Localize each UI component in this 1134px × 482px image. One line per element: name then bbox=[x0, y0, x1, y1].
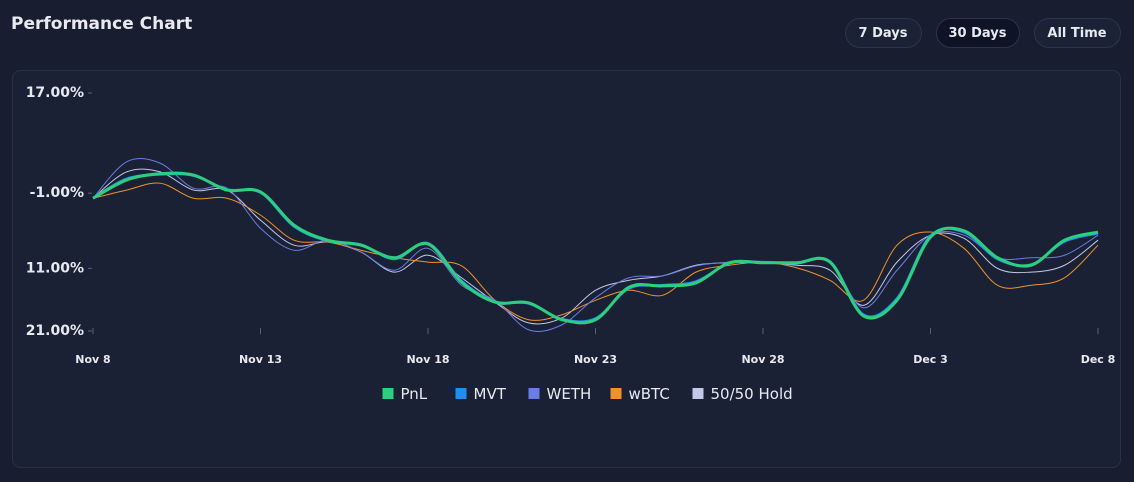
button-label: 30 Days bbox=[949, 26, 1007, 41]
chart-panel bbox=[12, 70, 1121, 468]
y-tick-label: 17.00% bbox=[26, 85, 84, 101]
series-line bbox=[92, 171, 1099, 325]
x-tick-label: Dec 3 bbox=[913, 353, 948, 366]
x-tick-label: Nov 23 bbox=[574, 353, 617, 366]
y-tick-label: 11.00% bbox=[26, 260, 84, 276]
button-label: All Time bbox=[1047, 26, 1106, 41]
title: Performance Chart bbox=[11, 14, 192, 34]
button-bg bbox=[936, 18, 1020, 48]
button-bg bbox=[845, 18, 922, 48]
range-button[interactable]: All Time bbox=[1034, 18, 1121, 48]
legend-swatch bbox=[382, 388, 394, 399]
range-button[interactable]: 7 Days bbox=[845, 18, 922, 48]
legend-swatch bbox=[610, 388, 622, 399]
button-label: 7 Days bbox=[859, 26, 908, 41]
x-tick-label: Nov 18 bbox=[406, 353, 449, 366]
x-tick-label: Nov 28 bbox=[741, 353, 784, 366]
button-bg bbox=[1034, 18, 1121, 48]
x-tick-label: Dec 8 bbox=[1081, 353, 1116, 366]
legend-label: wBTC bbox=[629, 385, 670, 403]
legend-label: MVT bbox=[474, 385, 507, 403]
x-tick-label: Nov 8 bbox=[75, 353, 110, 366]
range-button[interactable]: 30 Days bbox=[936, 18, 1020, 48]
legend-swatch bbox=[528, 388, 540, 399]
legend-label: PnL bbox=[401, 385, 428, 403]
legend-swatch bbox=[455, 388, 467, 399]
legend-label: WETH bbox=[547, 385, 592, 403]
legend-swatch bbox=[692, 388, 704, 399]
series-line bbox=[92, 182, 1099, 321]
x-tick-label: Nov 13 bbox=[239, 353, 282, 366]
y-tick-label: -1.00% bbox=[30, 185, 84, 201]
y-tick-label: 21.00% bbox=[26, 323, 84, 339]
legend-label: 50/50 Hold bbox=[711, 385, 793, 403]
